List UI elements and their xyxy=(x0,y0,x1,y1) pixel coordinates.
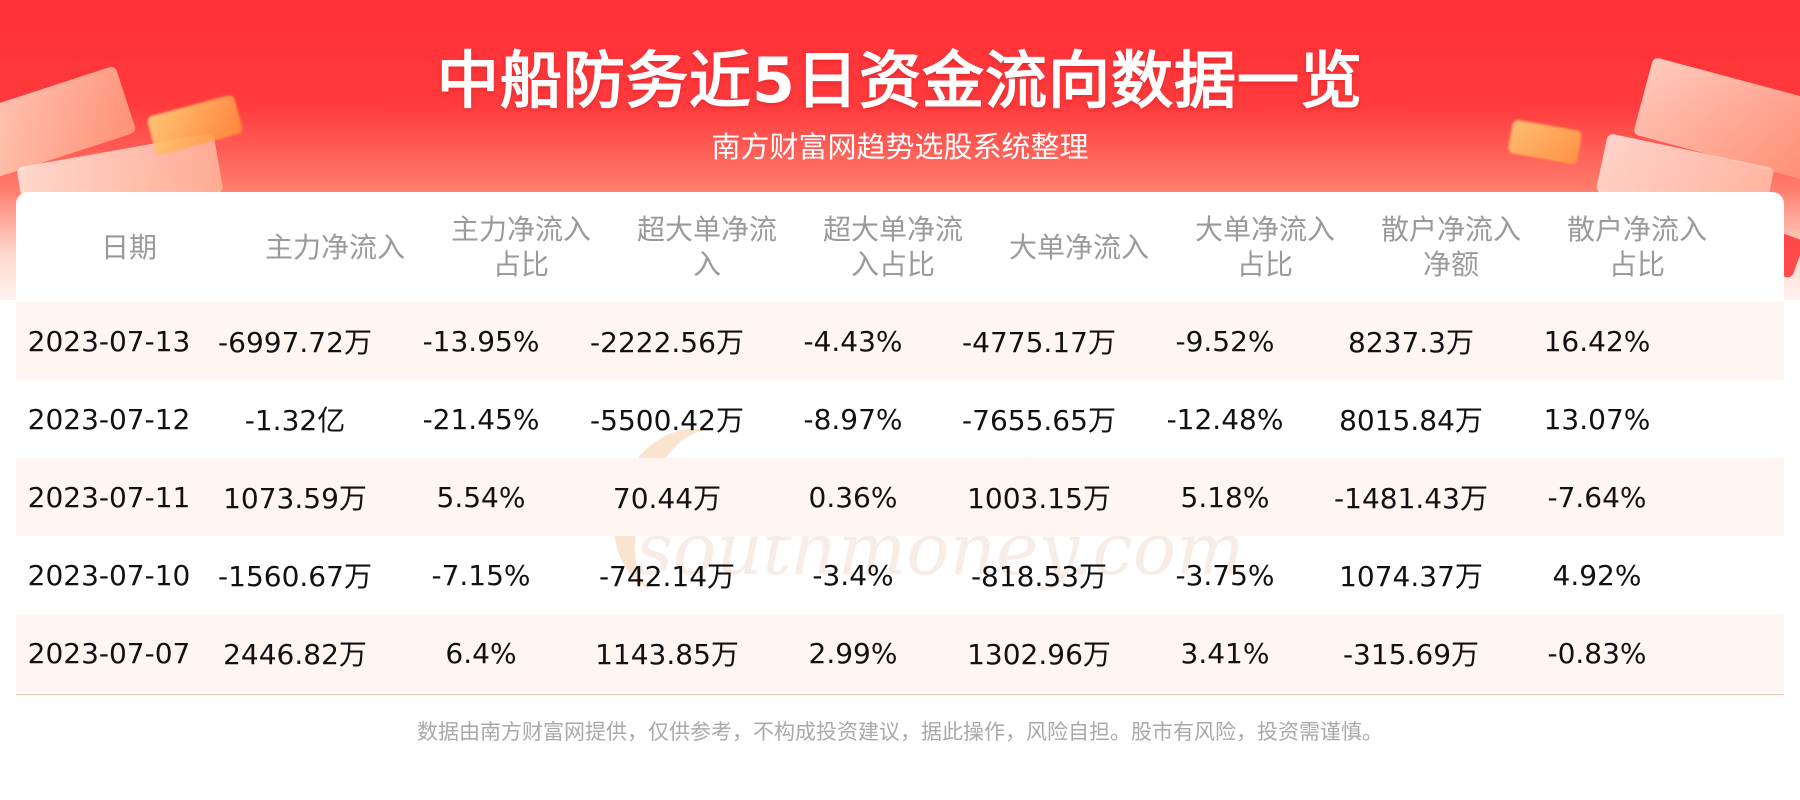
column-header-line: 日期 xyxy=(100,230,157,264)
page-title: 中船防务近5日资金流向数据一览 xyxy=(436,44,1364,117)
value-cell: -12.48% xyxy=(1166,402,1284,436)
column-header: 主力净流入 占比 xyxy=(428,212,614,282)
value-cell: 6.4% xyxy=(445,636,517,670)
column-header: 主力净流入 xyxy=(242,230,428,265)
column-header-line: 净额 xyxy=(1422,248,1479,281)
value-cell: -6997.72万 xyxy=(218,326,372,359)
table-row: 2023-07-11 1073.59万 5.54% 70.44万 0.36% 1003.1… xyxy=(16,458,1784,536)
column-header-line: 超大单净流 xyxy=(822,213,963,246)
column-header-line: 占比 xyxy=(492,248,549,281)
table-row: 2023-07-07 2446.82万 6.4% 1143.85万 2.99% 1302.… xyxy=(16,614,1784,692)
value-cell: -315.69万 xyxy=(1342,638,1480,671)
column-header-line: 散户净流入 xyxy=(1380,213,1521,246)
value-cell: 8237.3万 xyxy=(1348,326,1474,359)
date-cell: 2023-07-13 xyxy=(27,324,191,358)
column-header-line: 散户净流入 xyxy=(1566,213,1707,246)
value-cell: -1.32亿 xyxy=(244,404,346,437)
value-cell: -21.45% xyxy=(422,402,540,436)
value-cell: 1073.59万 xyxy=(223,482,367,515)
value-cell: -7655.65万 xyxy=(962,404,1116,437)
table-header: 日期 主力净流入 主力净流入 占比 超大单净流入超大单净流 入占比 大单净流入 大单净流入 占比… xyxy=(16,192,1784,302)
value-cell: 5.18% xyxy=(1180,480,1270,514)
table-row: 2023-07-12 -1.32亿 -21.45% -5500.42万 -8.97% -7… xyxy=(16,380,1784,458)
column-header: 超大单净流 入占比 xyxy=(800,212,986,282)
value-cell: -2222.56万 xyxy=(590,326,744,359)
column-header-line: 主力净流入 xyxy=(450,213,591,246)
column-header-line: 入占比 xyxy=(850,248,935,281)
value-cell: -4.43% xyxy=(803,324,903,358)
disclaimer: 数据由南方财富网提供，仅供参考，不构成投资建议，据此操作，风险自担。股市有风险，… xyxy=(417,720,1383,744)
column-header-line: 大单净流入 xyxy=(1008,230,1149,264)
date-cell: 2023-07-12 xyxy=(27,402,191,436)
value-cell: 5.54% xyxy=(436,480,526,514)
value-cell: 16.42% xyxy=(1543,324,1651,358)
data-table-card: 南方财富网 southmoney.com 日期主力净流入主力净流入占比超大单净流… xyxy=(16,192,1784,695)
value-cell: -4775.17万 xyxy=(962,326,1116,359)
value-cell: 1143.85万 xyxy=(595,638,739,671)
column-header-line: 占比 xyxy=(1236,248,1293,281)
column-header-line: 主力净流入 xyxy=(264,230,405,264)
value-cell: 4.92% xyxy=(1552,558,1642,592)
table-row: 2023-07-10 -1560.67万 -7.15% -742.14万 -3.4% -8… xyxy=(16,536,1784,614)
column-header: 超大单净流入 xyxy=(614,212,800,282)
value-cell: -13.95% xyxy=(422,324,540,358)
value-cell: -1560.67万 xyxy=(218,560,372,593)
value-cell: -1481.43万 xyxy=(1334,482,1488,515)
date-cell: 2023-07-07 xyxy=(27,636,191,670)
value-cell: -7.64% xyxy=(1547,480,1647,514)
value-cell: -8.97% xyxy=(803,402,903,436)
column-header: 大单净流入 占比 xyxy=(1172,212,1358,282)
value-cell: -742.14万 xyxy=(598,560,736,593)
column-header: 日期 xyxy=(16,230,242,265)
value-cell: 3.41% xyxy=(1180,636,1270,670)
date-cell: 2023-07-10 xyxy=(27,558,191,592)
page-subtitle: 南方财富网趋势选股系统整理 xyxy=(711,130,1089,164)
value-cell: -7.15% xyxy=(431,558,531,592)
column-header-line: 占比 xyxy=(1608,248,1665,281)
value-cell: -3.4% xyxy=(812,558,894,592)
column-header-line: 入 xyxy=(692,248,721,281)
date-cell: 2023-07-11 xyxy=(27,480,191,514)
value-cell: -9.52% xyxy=(1175,324,1275,358)
table-row: 2023-07-13 -6997.72万 -13.95% -2222.56万 -4.43… xyxy=(16,302,1784,380)
value-cell: 13.07% xyxy=(1543,402,1651,436)
value-cell: -818.53万 xyxy=(970,560,1108,593)
value-cell: -3.75% xyxy=(1175,558,1275,592)
column-header-line: 大单净流入 xyxy=(1194,213,1335,246)
value-cell: 1302.96万 xyxy=(967,638,1111,671)
column-header: 散户净流入 占比 xyxy=(1544,212,1730,282)
value-cell: 2446.82万 xyxy=(223,638,367,671)
value-cell: 1003.15万 xyxy=(967,482,1111,515)
column-header: 大单净流入 xyxy=(986,230,1172,265)
value-cell: 8015.84万 xyxy=(1339,404,1483,437)
value-cell: 70.44万 xyxy=(612,482,722,515)
value-cell: 0.36% xyxy=(808,480,898,514)
value-cell: -5500.42万 xyxy=(590,404,744,437)
column-header: 散户净流入 净额 xyxy=(1358,212,1544,282)
value-cell: 1074.37万 xyxy=(1339,560,1483,593)
value-cell: 2.99% xyxy=(808,636,898,670)
table-body: 2023-07-13 -6997.72万 -13.95% -2222.56万 -4.43… xyxy=(16,302,1784,692)
column-header-line: 超大单净流 xyxy=(636,213,777,246)
value-cell: -0.83% xyxy=(1547,636,1647,670)
